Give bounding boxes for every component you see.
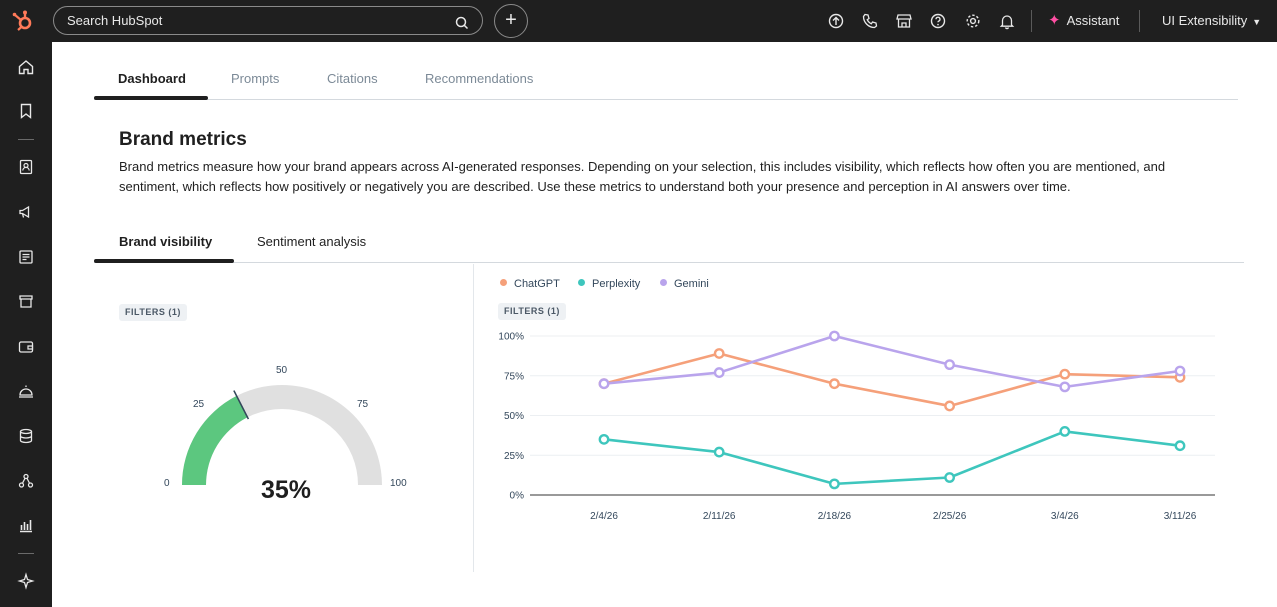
bookmark-icon[interactable] <box>17 102 35 120</box>
legend-item-gemini[interactable]: Gemini <box>660 277 709 291</box>
gauge-tick-label: 100 <box>390 478 407 489</box>
data-point-perplexity[interactable] <box>828 478 840 490</box>
tab-dashboard[interactable]: Dashboard <box>118 71 186 86</box>
legend-dot <box>660 279 667 286</box>
assistant-label: Assistant <box>1066 13 1120 28</box>
visibility-gauge <box>182 385 382 485</box>
x-tick-label: 2/18/26 <box>818 511 852 522</box>
automation-icon[interactable] <box>17 472 35 490</box>
data-point-chatgpt[interactable] <box>713 348 725 359</box>
series-line-chatgpt <box>603 352 1181 408</box>
data-point-gemini[interactable] <box>713 367 725 378</box>
gauge-tick-label: 0 <box>164 478 170 489</box>
account-menu[interactable]: UI Extensibility ▼ <box>1162 11 1261 32</box>
legend-item-perplexity[interactable]: Perplexity <box>578 277 640 291</box>
sparkle-icon[interactable] <box>17 572 35 590</box>
divider <box>1139 10 1140 32</box>
data-point-perplexity[interactable] <box>944 472 955 483</box>
legend-dot <box>578 279 585 286</box>
data-point-perplexity[interactable] <box>598 433 610 445</box>
divider <box>1031 10 1032 32</box>
contacts-icon[interactable] <box>17 158 35 176</box>
x-tick-label: 2/25/26 <box>933 511 967 522</box>
data-point-gemini[interactable] <box>1174 365 1186 377</box>
top-navigation-bar: Search HubSpot + ✦ Assistant UI Extensibi… <box>0 0 1277 42</box>
tab-recommendations[interactable]: Recommendations <box>425 71 534 86</box>
x-tick-label: 3/4/26 <box>1051 511 1079 522</box>
series-line-perplexity <box>603 430 1181 486</box>
legend-dot <box>500 279 507 286</box>
search-icon[interactable] <box>454 13 470 30</box>
data-point-gemini[interactable] <box>1059 381 1071 393</box>
data-point-perplexity[interactable] <box>1059 426 1071 437</box>
commerce-icon[interactable] <box>17 292 35 310</box>
sparkle-icon: ✦ <box>1048 12 1061 29</box>
legend-label: Gemini <box>674 278 709 290</box>
metric-tabs: Brand visibility Sentiment analysis <box>94 222 1244 263</box>
gauge-value: 35% <box>260 476 312 504</box>
reports-icon[interactable] <box>17 516 35 534</box>
sidebar-divider <box>18 139 34 140</box>
gauge-tick-label: 75 <box>357 399 369 410</box>
data-point-chatgpt[interactable] <box>828 378 840 390</box>
upgrade-icon[interactable] <box>827 12 845 30</box>
data-point-chatgpt[interactable] <box>944 400 955 412</box>
help-icon[interactable] <box>929 12 947 30</box>
section-description: Brand metrics measure how your brand app… <box>119 159 1166 194</box>
legend-label: ChatGPT <box>514 278 560 290</box>
data-point-perplexity[interactable] <box>713 446 725 458</box>
create-button[interactable]: + <box>494 4 528 38</box>
gauge-tick-label: 25 <box>193 399 205 410</box>
gauge-fill <box>182 395 248 485</box>
x-tick-label: 2/4/26 <box>590 511 618 522</box>
y-tick-label: 25% <box>504 451 524 462</box>
chart-filters-badge[interactable]: FILTERS (1) <box>498 303 566 320</box>
bell-icon[interactable] <box>998 12 1016 30</box>
account-label: UI Extensibility <box>1162 13 1248 28</box>
tab-brand-visibility[interactable]: Brand visibility <box>119 234 213 249</box>
legend-label: Perplexity <box>592 278 641 290</box>
sidebar <box>0 42 52 607</box>
gear-icon[interactable] <box>964 12 982 30</box>
content-icon[interactable] <box>17 248 35 266</box>
x-tick-label: 2/11/26 <box>703 511 736 522</box>
y-tick-label: 50% <box>504 411 524 422</box>
gauge-tick-label: 50 <box>276 365 288 376</box>
series-line-gemini <box>603 334 1181 389</box>
active-tab-indicator <box>94 96 208 100</box>
brand-visibility-line-chart: 0% 25% 50% 75% 100% 2/4/26 2/11/26 2/18/26 2/25/… <box>498 330 1215 522</box>
data-point-gemini[interactable] <box>828 330 840 342</box>
y-tick-label: 0% <box>510 491 525 502</box>
search-input[interactable]: Search HubSpot <box>53 6 483 35</box>
active-subtab-indicator <box>94 259 234 263</box>
data-point-chatgpt[interactable] <box>1059 368 1071 380</box>
wallet-icon[interactable] <box>17 338 35 356</box>
page-title: Brand metrics <box>119 129 247 150</box>
sidebar-divider <box>18 553 34 554</box>
phone-icon[interactable] <box>861 12 879 30</box>
home-icon[interactable] <box>17 58 35 76</box>
tab-sentiment-analysis[interactable]: Sentiment analysis <box>257 234 367 249</box>
tab-prompts[interactable]: Prompts <box>231 71 280 86</box>
search-placeholder: Search HubSpot <box>67 13 163 28</box>
main-tabs: Dashboard Prompts Citations Recommendati… <box>94 60 1238 100</box>
assistant-button[interactable]: ✦ Assistant <box>1048 11 1119 31</box>
y-tick-label: 75% <box>504 371 524 382</box>
hubspot-logo-icon[interactable] <box>10 8 36 34</box>
data-point-perplexity[interactable] <box>1174 440 1186 452</box>
gauge-needle <box>233 390 250 420</box>
marketplace-icon[interactable] <box>895 12 913 30</box>
database-icon[interactable] <box>17 427 35 445</box>
panel-divider <box>473 264 474 572</box>
marketing-icon[interactable] <box>17 203 35 221</box>
y-tick-label: 100% <box>498 332 524 343</box>
gauge-filters-badge[interactable]: FILTERS (1) <box>119 304 187 321</box>
tab-citations[interactable]: Citations <box>327 71 378 86</box>
service-icon[interactable] <box>17 382 35 400</box>
x-tick-label: 3/11/26 <box>1164 511 1197 522</box>
data-point-gemini[interactable] <box>598 378 610 390</box>
data-point-gemini[interactable] <box>944 359 955 371</box>
legend-item-chatgpt[interactable]: ChatGPT <box>500 277 560 291</box>
caret-down-icon: ▼ <box>1252 17 1262 27</box>
